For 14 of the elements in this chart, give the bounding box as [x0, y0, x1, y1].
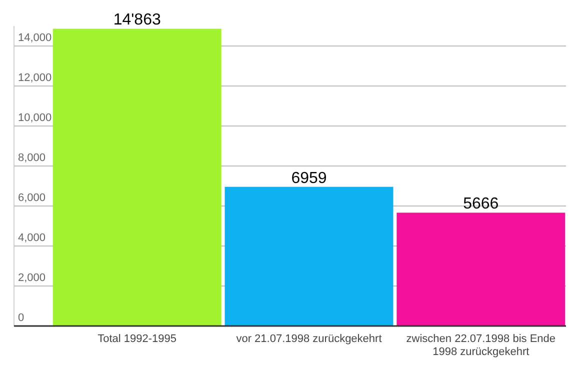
y-tick-label: 4,000	[18, 232, 46, 244]
y-tick-label: 10,000	[18, 112, 52, 124]
y-tick-label: 2,000	[18, 272, 46, 284]
x-tick-label: zwischen 22.07.1998 bis Ende 1998 zurückgekehrt	[406, 333, 556, 358]
y-tick-label: 8,000	[18, 152, 46, 164]
y-tick-label: 0	[18, 312, 24, 324]
data-label: 5666	[463, 196, 499, 213]
y-tick-label: 6,000	[18, 192, 46, 204]
y-tick-label: 14,000	[18, 32, 52, 44]
x-tick-label: Total 1992-1995	[98, 333, 177, 345]
data-label: 6959	[291, 170, 327, 187]
x-tick-label: vor 21.07.1998 zurückgekehrt	[236, 333, 382, 345]
y-tick-label: 12,000	[18, 72, 52, 84]
data-label: 14'863	[113, 12, 161, 29]
